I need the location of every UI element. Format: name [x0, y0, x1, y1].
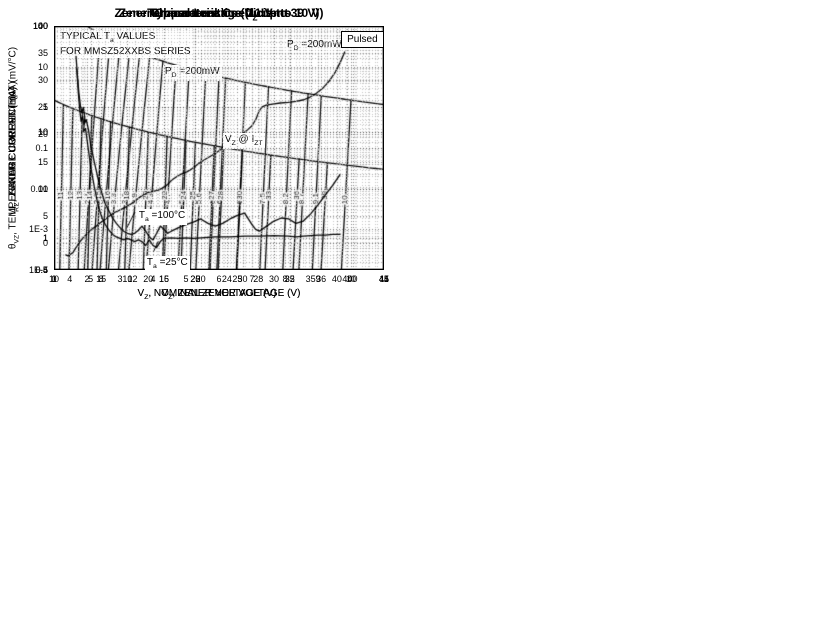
- y-tick-label: 30: [37, 75, 48, 86]
- y-tick-label: 25: [37, 102, 48, 113]
- x-tick-label: 45: [378, 274, 389, 284]
- y-tick-label: 1E-4: [28, 265, 48, 275]
- x-tick-label: 10: [122, 274, 133, 284]
- chart-title: Typical Leakage Current: [149, 6, 289, 20]
- y-tick-label: 0: [42, 237, 48, 248]
- y-tick-label: 1E-3: [28, 224, 48, 235]
- x-tick-label: 35: [305, 274, 316, 284]
- y-tick-label: 0.5: [35, 265, 48, 275]
- x-tick-label: 15: [158, 274, 169, 284]
- x-tick-label: 30: [237, 274, 248, 284]
- annotation: Pulsed: [341, 30, 384, 48]
- x-tick-label: 2: [84, 274, 90, 284]
- x-tick-label: 25: [232, 274, 243, 284]
- x-tick-label: 25: [190, 274, 201, 284]
- x-tick-label: 8: [282, 274, 288, 284]
- y-tick-label: 0.1: [35, 143, 48, 153]
- x-tick-label: 24: [221, 274, 232, 284]
- x-tick-label: 11: [379, 274, 389, 284]
- x-tick-label: 20: [143, 274, 154, 284]
- x-tick-label: 9: [315, 274, 321, 284]
- x-tick-label: 45: [378, 274, 389, 284]
- y-tick-label: 100: [32, 21, 48, 31]
- x-tick-label: 8: [98, 274, 104, 284]
- x-axis-label: VZ, NOMINAL ZENER VOLTAGE (V): [137, 288, 301, 301]
- x-tick-label: 44: [378, 274, 389, 284]
- x-tick-label: 0: [51, 274, 57, 284]
- y-tick-label: 10: [37, 127, 48, 138]
- y-tick-label: 100: [32, 21, 48, 31]
- y-tick-label: 100: [32, 21, 48, 31]
- chart-panel-leakage-current: Typical Leakage Current IR, LEAKAGE CURR…: [0, 0, 409, 308]
- x-tick-label: 40: [331, 274, 342, 284]
- x-tick-label: 4: [150, 274, 156, 284]
- x-tick-label: 20: [190, 274, 201, 284]
- y-tick-label: 10: [37, 61, 48, 72]
- x-tick-label: 10: [345, 274, 356, 284]
- y-tick-label: 1: [42, 233, 48, 244]
- x-tick-label: 30: [268, 274, 279, 284]
- x-tick-label: 35: [284, 274, 295, 284]
- y-tick-label: 35: [37, 48, 48, 59]
- y-tick-label: 1: [42, 233, 48, 244]
- y-tick-label: -5: [39, 265, 48, 275]
- y-tick-label: 1: [42, 102, 48, 113]
- plot-canvas: [54, 26, 384, 270]
- y-tick-label: 5: [42, 210, 48, 221]
- x-tick-label: 7: [249, 274, 255, 284]
- x-tick-label: 40: [347, 274, 358, 284]
- chart-title: Zener Characteristics (VZ Up to 10 V): [114, 6, 324, 23]
- y-tick-label: 40: [37, 21, 48, 31]
- y-tick-label: 0.01: [30, 183, 48, 194]
- y-tick-label: 10: [37, 127, 48, 138]
- x-tick-label: 10: [48, 274, 59, 284]
- x-tick-label: 28: [253, 274, 264, 284]
- x-tick-label: 12: [127, 274, 138, 284]
- x-tick-label: 1: [51, 274, 57, 284]
- annotation: Ta =100°C: [136, 208, 188, 225]
- y-tick-label: 10: [37, 183, 48, 194]
- x-tick-label: 3: [117, 274, 123, 284]
- x-axis-label: VZ, ZENER VOLTAGE (V): [161, 288, 277, 301]
- x-tick-label: 36: [316, 274, 327, 284]
- x-axis-label: VZ, ZENER VOLTAGE (V): [161, 288, 277, 301]
- x-tick-label: 5: [183, 274, 189, 284]
- x-tick-label: 6: [216, 274, 222, 284]
- annotation: Ta =25°C: [144, 256, 190, 272]
- y-tick-label: 0.5: [35, 265, 48, 275]
- x-tick-label: 15: [96, 274, 107, 284]
- x-tick-label: 4: [67, 274, 73, 284]
- x-axis-label: VZ, NOMINAL ZENER VOLTAGE (V): [137, 288, 301, 301]
- chart-title: Temperature Coefficients: [147, 6, 291, 20]
- x-tick-label: 20: [195, 274, 206, 284]
- y-tick-label: 20: [37, 129, 48, 140]
- chart-title: Zener Characteristics (11 V to 39 V): [118, 6, 320, 20]
- x-tick-label: 32: [284, 274, 295, 284]
- x-tick-label: 16: [158, 274, 169, 284]
- x-tick-label: 5: [88, 274, 94, 284]
- y-tick-label: 15: [37, 156, 48, 167]
- x-tick-label: 40: [342, 274, 353, 284]
